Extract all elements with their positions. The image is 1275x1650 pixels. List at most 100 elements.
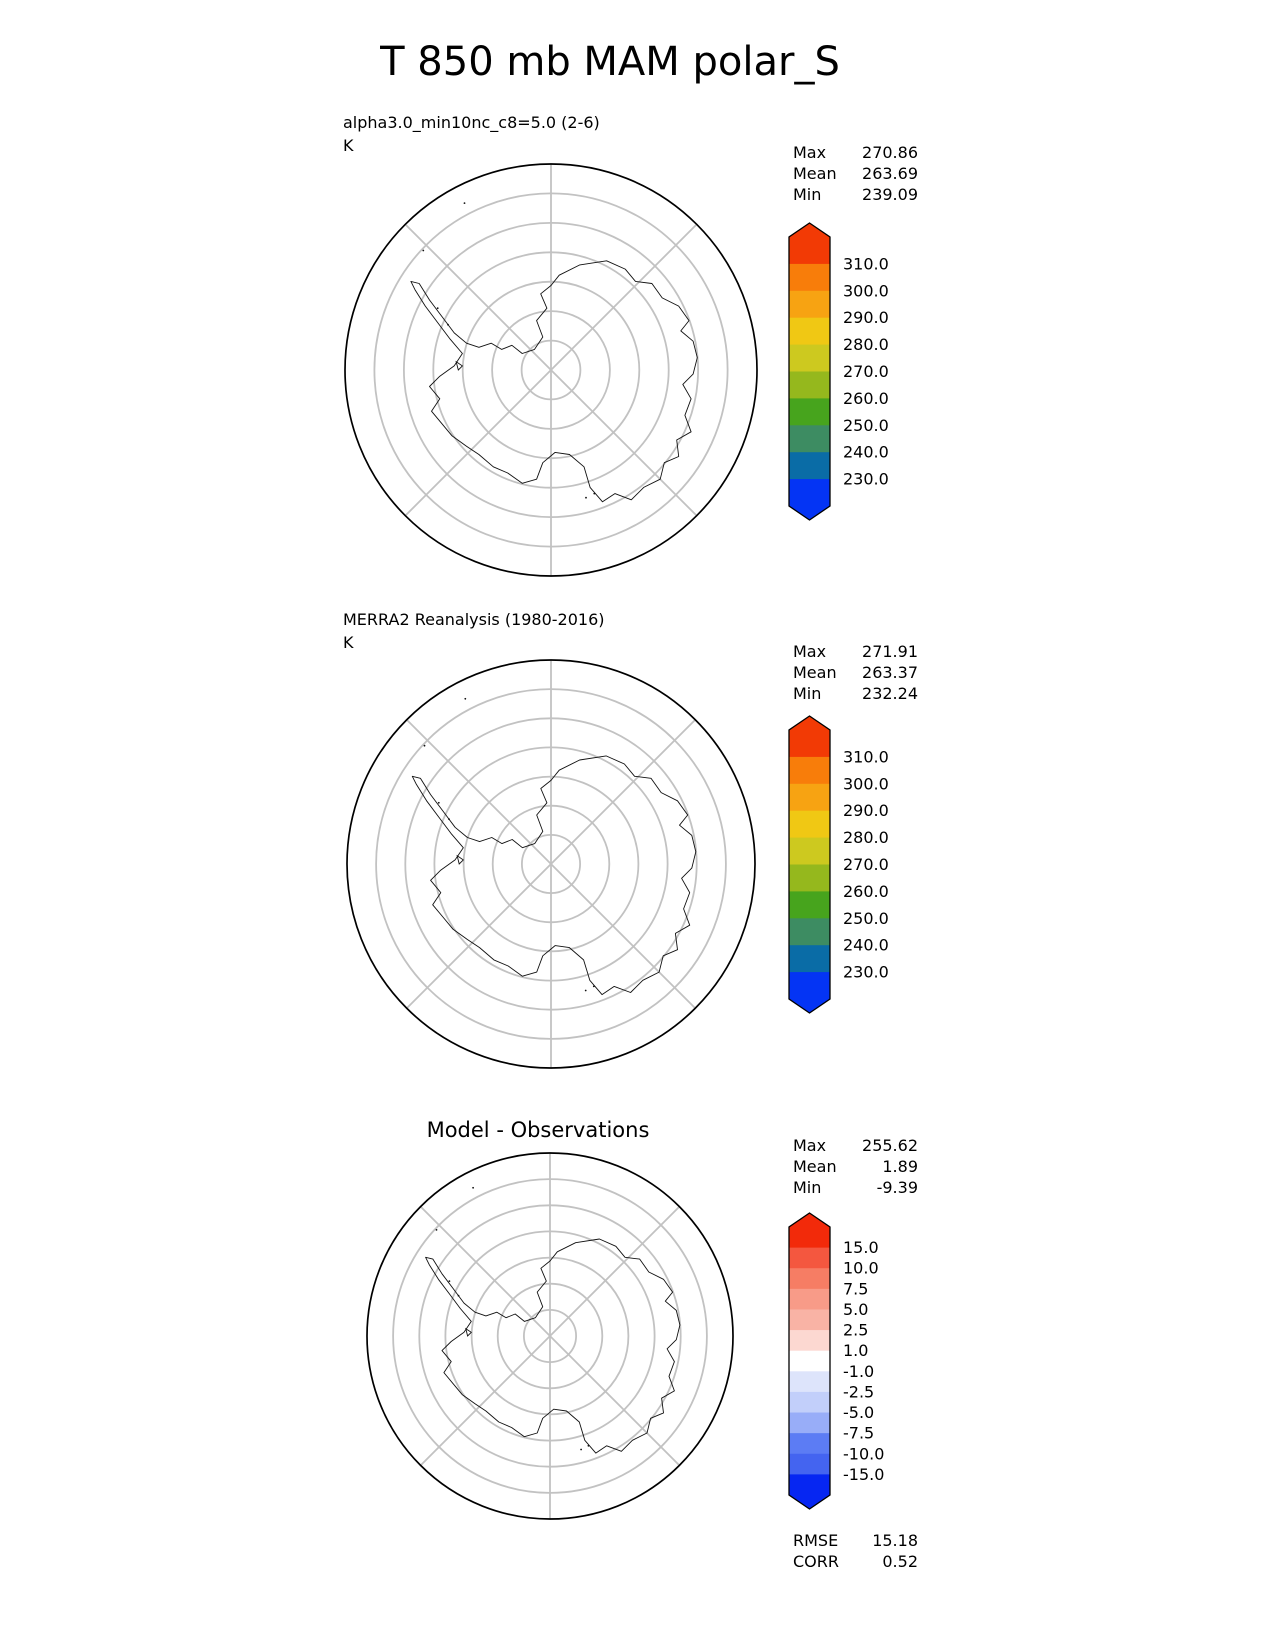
colorbar-segment: [789, 972, 830, 1000]
colorbar-tick-label: 310.0: [843, 747, 889, 766]
stat-label: Min: [793, 1178, 822, 1197]
stat-label: Mean: [793, 663, 837, 682]
colorbar-tick-label: 240.0: [843, 936, 889, 955]
colorbar-segment: [789, 1227, 830, 1249]
panel2-stats: Max 271.91 Mean 263.37 Min 232.24: [793, 641, 918, 704]
colorbar-tick-label: 300.0: [843, 281, 889, 300]
stat-row: Mean 263.69: [793, 163, 918, 184]
stat-label: Min: [793, 684, 822, 703]
colorbar-tick-label: 230.0: [843, 470, 889, 489]
map-panel-1: [344, 163, 758, 577]
map-boundary-circle: [366, 1152, 734, 1520]
panel1-units: K: [343, 136, 354, 155]
island-dot: [435, 1229, 438, 1231]
longitude-gridline: [404, 223, 698, 517]
colorbar-tick-label: 5.0: [843, 1300, 868, 1319]
colorbar-segment: [789, 945, 830, 973]
colorbar-arrow-bottom: [789, 506, 830, 520]
stat-row: Max 271.91: [793, 641, 918, 662]
stat-row: Mean 1.89: [793, 1156, 918, 1177]
figure-title: T 850 mb MAM polar_S: [380, 39, 840, 85]
island-dot: [436, 307, 439, 310]
colorbar-outline: [788, 1212, 831, 1510]
colorbar-segment: [789, 398, 830, 426]
colorbar-segment: [789, 1453, 830, 1475]
coastline: [411, 755, 697, 996]
colorbar-outline: [788, 715, 831, 1014]
metric-label: RMSE: [793, 1531, 839, 1550]
colorbar-tick-label: 290.0: [843, 801, 889, 820]
stat-label: Mean: [793, 1157, 837, 1176]
colorbar-segment: [789, 1371, 830, 1393]
longitude-gridline: [419, 1205, 681, 1467]
colorbar-tick-label: -5.0: [843, 1403, 874, 1422]
colorbar-segment: [789, 810, 830, 839]
island-dot: [580, 1448, 582, 1451]
colorbar-segment: [789, 918, 830, 946]
island-dot: [448, 818, 450, 820]
colorbar-segment: [789, 891, 830, 919]
island-dot: [422, 249, 425, 252]
island-outline: [455, 360, 464, 371]
colorbar-tick-label: 240.0: [843, 443, 889, 462]
colorbar-panel-2: 310.0 300.0 290.0 280.0 270.0 260.0 250.0 240.0…: [788, 715, 889, 1014]
longitude-gridline: [406, 719, 696, 1009]
map-boundary-circle: [346, 659, 756, 1069]
metric-value: 15.18: [872, 1531, 918, 1550]
colorbar-tick-label: 250.0: [843, 416, 889, 435]
colorbar-arrow-top: [789, 1213, 830, 1227]
colorbar-segment: [789, 1474, 830, 1496]
colorbar-segment: [789, 1330, 830, 1352]
colorbar-segment: [789, 1309, 830, 1331]
colorbar-outline: [788, 222, 831, 521]
stat-value: 271.91: [862, 642, 918, 661]
colorbar-segment: [789, 1247, 830, 1269]
colorbar-segment: [789, 371, 830, 399]
colorbar-segment: [789, 317, 830, 346]
colorbar-tick-label: 300.0: [843, 774, 889, 793]
colorbar-tick-label: 2.5: [843, 1321, 868, 1340]
colorbar-tick-label: 270.0: [843, 855, 889, 874]
colorbar-segment: [789, 452, 830, 480]
colorbar-tick-label: -1.0: [843, 1362, 874, 1381]
panel1-label: alpha3.0_min10nc_c8=5.0 (2-6): [343, 113, 600, 132]
island-dot: [584, 989, 587, 992]
colorbar-tick-label: 280.0: [843, 828, 889, 847]
colorbar-tick-label: 260.0: [843, 389, 889, 408]
colorbar-tick-label: -7.5: [843, 1424, 874, 1443]
island-outline: [465, 1327, 473, 1337]
stat-label: Max: [793, 642, 827, 661]
stat-value: 239.09: [862, 185, 918, 204]
island-dot: [593, 492, 596, 495]
island-dot: [464, 697, 467, 700]
stat-label: Mean: [793, 164, 837, 183]
stat-row: Min 232.24: [793, 683, 918, 704]
island-dot: [585, 496, 587, 499]
stat-label: Min: [793, 185, 822, 204]
colorbar-segment: [789, 425, 830, 453]
panel2-label: MERRA2 Reanalysis (1980-2016): [343, 610, 605, 629]
island-dot: [448, 1280, 451, 1282]
stat-value: 263.69: [862, 164, 918, 183]
colorbar-tick-label: 260.0: [843, 882, 889, 901]
coastline: [425, 1238, 681, 1454]
island-dot: [587, 1444, 590, 1447]
colorbar-tick-label: 310.0: [843, 254, 889, 273]
stat-value: 270.86: [862, 143, 918, 162]
colorbar-panel-1: 310.0 300.0 290.0 280.0 270.0 260.0 250.0 240.0…: [788, 222, 889, 521]
stat-row: Min 239.09: [793, 184, 918, 205]
stat-value: -9.39: [876, 1178, 918, 1197]
panel3-stats: Max 255.62 Mean 1.89 Min -9.39: [793, 1135, 918, 1198]
colorbar-arrow-top: [789, 716, 830, 730]
stat-label: Max: [793, 1136, 827, 1155]
colorbar-panel-3: 15.0 10.07.5 5.0 2.51.0 -1.0-2.5 -5.0 -7.5-10.…: [788, 1212, 884, 1510]
colorbar-segment: [789, 1433, 830, 1455]
colorbar-segment: [789, 263, 830, 292]
colorbar-arrow-top: [789, 223, 830, 237]
island-dot: [447, 323, 449, 326]
colorbar-segment: [789, 756, 830, 785]
panel1-stats: Max 270.86 Mean 263.69 Min 239.09: [793, 142, 918, 205]
coastline: [410, 260, 698, 503]
